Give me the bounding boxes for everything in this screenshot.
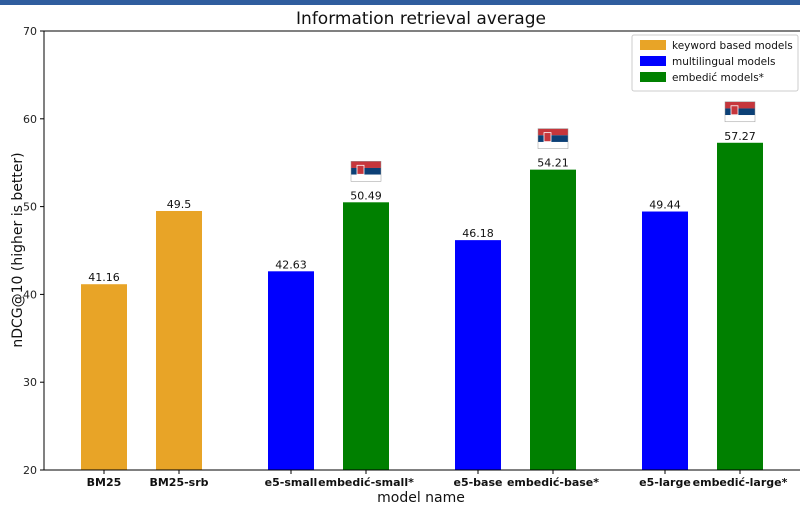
data-label: 57.27 — [724, 130, 756, 143]
x-tick-label: embedić-large* — [693, 476, 788, 489]
legend-label: keyword based models — [672, 40, 793, 52]
bar — [530, 169, 576, 470]
x-tick-label: embedić-small* — [318, 476, 414, 489]
flag-stripe — [538, 135, 568, 142]
data-label: 49.44 — [649, 199, 681, 212]
legend-box — [631, 34, 799, 92]
x-tick-label: e5-small — [265, 476, 318, 489]
bar — [268, 271, 314, 470]
bar — [156, 210, 202, 471]
flag-emblem — [543, 132, 552, 143]
flag-stripe — [351, 167, 381, 175]
serbia-flag-icon — [350, 161, 382, 182]
data-label: 50.49 — [350, 189, 382, 202]
flag-stripe — [538, 128, 568, 136]
y-tick-label: 30 — [23, 376, 37, 389]
bar — [455, 240, 501, 470]
flag-stripe — [725, 101, 755, 109]
y-tick-label: 40 — [23, 288, 37, 301]
bar — [717, 142, 763, 470]
flag-border — [724, 101, 756, 123]
data-label: 42.63 — [275, 258, 307, 271]
flag-border — [350, 161, 382, 182]
y-tick-label: 20 — [23, 464, 37, 477]
serbia-flag-icon — [724, 101, 756, 123]
data-label: 46.18 — [462, 227, 494, 240]
flag-stripe — [351, 161, 381, 168]
bar — [81, 284, 127, 470]
serbia-flag-icon — [537, 128, 569, 149]
bar — [642, 211, 688, 471]
chart-title: Information retrieval average — [296, 9, 546, 29]
plot-frame — [43, 30, 800, 471]
legend-swatch — [640, 56, 666, 66]
y-axis-title: nDCG@10 (higher is better) — [10, 152, 26, 347]
bar — [343, 202, 389, 471]
flag-emblem — [356, 164, 365, 175]
x-tick-label: e5-large — [639, 476, 691, 489]
x-tick-label: embedić-base* — [507, 476, 599, 489]
flag-stripe — [538, 141, 568, 149]
y-tick-label: 70 — [23, 25, 37, 38]
x-axis-title: model name — [377, 490, 465, 506]
flag-stripe — [725, 108, 755, 116]
x-tick-label: e5-base — [454, 476, 503, 489]
flag-border — [537, 128, 569, 149]
legend: keyword based models multilingual models e… — [631, 34, 799, 92]
y-tick-label: 60 — [23, 113, 37, 126]
data-label: 41.16 — [88, 271, 120, 284]
x-tick-label: BM25-srb — [149, 476, 208, 489]
top-frame-strip — [0, 0, 800, 5]
legend-swatch — [640, 72, 666, 82]
data-label: 49.5 — [167, 198, 192, 211]
y-tick-label: 50 — [23, 201, 37, 214]
legend-swatch — [640, 40, 666, 50]
data-label: 54.21 — [537, 157, 569, 170]
flag-stripe — [725, 115, 755, 122]
x-tick-label: BM25 — [87, 476, 122, 489]
flag-stripe — [351, 174, 381, 182]
flag-emblem — [730, 105, 739, 116]
legend-label: multilingual models — [672, 56, 776, 68]
legend-label: embedić models* — [672, 72, 764, 84]
